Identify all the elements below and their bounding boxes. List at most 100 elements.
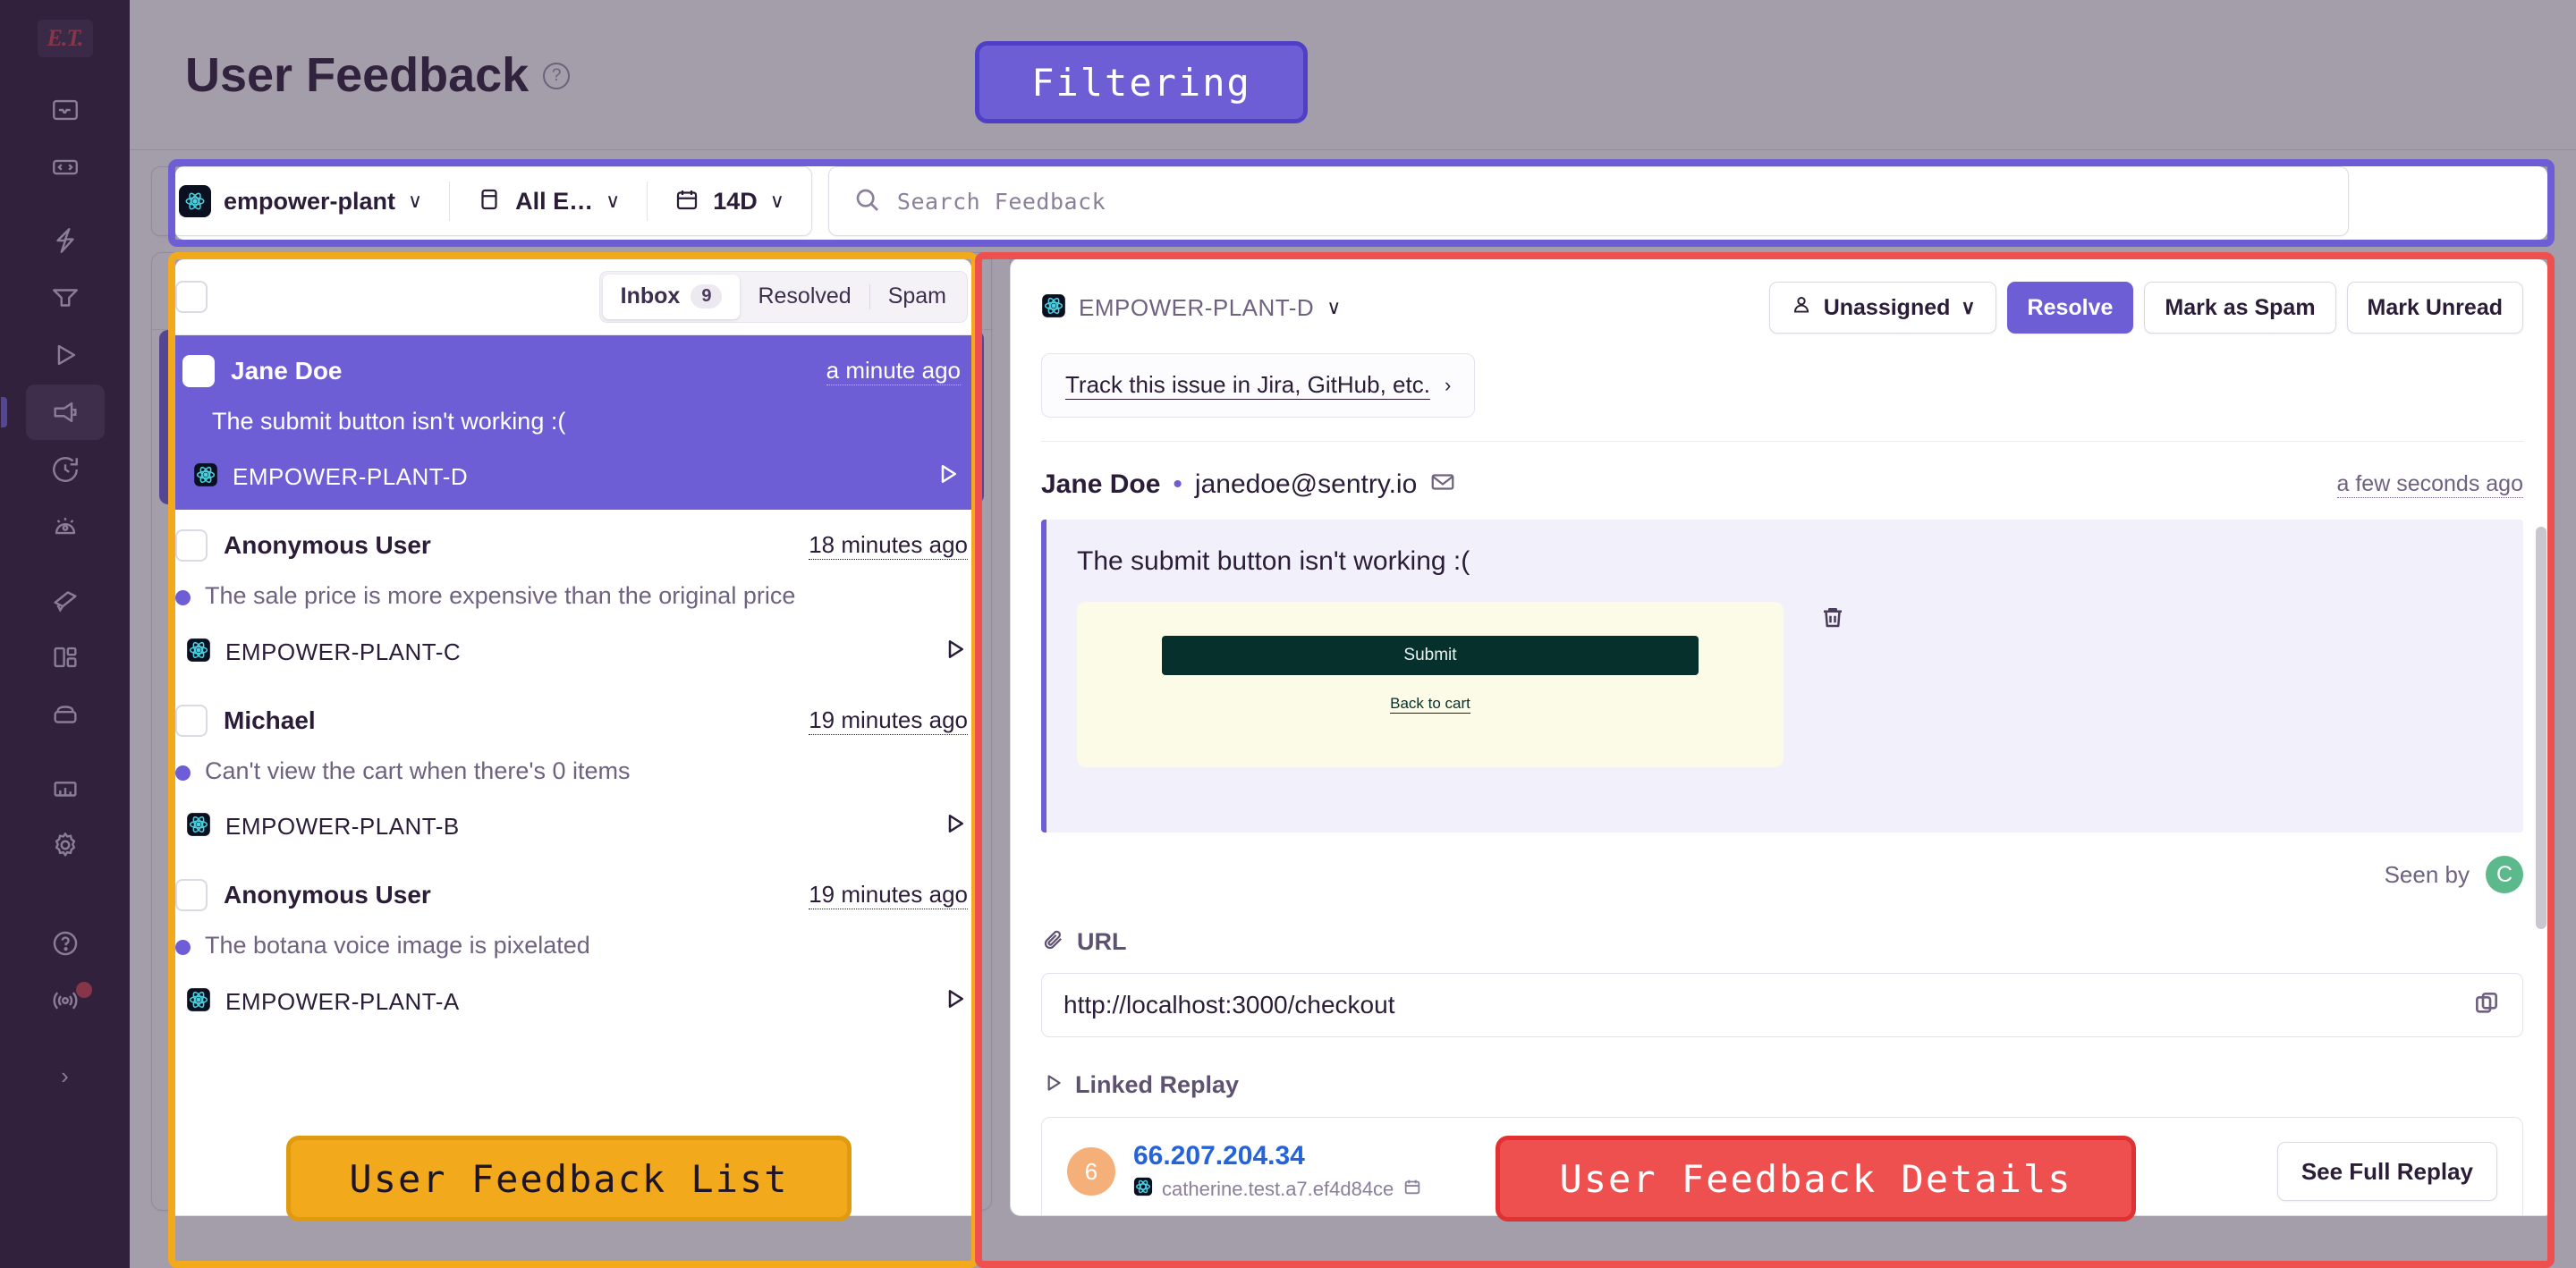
- list-item-header: Anonymous User 19 minutes ago: [175, 874, 968, 907]
- sidebar-item-releases[interactable]: [26, 442, 105, 497]
- search-input[interactable]: Search Feedback: [827, 166, 2555, 236]
- url-section-label: URL: [1041, 922, 2523, 951]
- select-all-checkbox[interactable]: [175, 275, 208, 308]
- detail-screenshot[interactable]: Submit Back to cart: [1077, 596, 1784, 762]
- tab-inbox[interactable]: Inbox 9: [602, 268, 741, 314]
- play-replay-icon[interactable]: [941, 805, 968, 838]
- copy-icon[interactable]: [2472, 984, 2501, 1017]
- sidebar-collapse-button[interactable]: ›: [61, 1062, 69, 1089]
- environment-selector[interactable]: All E… ∨: [449, 167, 647, 235]
- list-item-time: 19 minutes ago: [809, 700, 968, 730]
- chevron-down-icon: ∨: [769, 190, 784, 212]
- tab-spam[interactable]: Spam: [870, 269, 964, 314]
- detail-project-label: EMPOWER-PLANT-D: [1079, 288, 1315, 316]
- list-item-message-row: The botana voice image is pixelated: [175, 924, 968, 956]
- org-logo[interactable]: E.T.: [37, 20, 93, 57]
- environment-selector-label: All E…: [515, 187, 594, 215]
- sidebar-item-broadcasts[interactable]: [26, 973, 105, 1028]
- screenshot-back-to-cart-link: Back to cart: [1390, 689, 1470, 708]
- mark-as-spam-button[interactable]: Mark as Spam: [2144, 276, 2336, 328]
- unread-dot-icon: [175, 585, 191, 601]
- list-item-checkbox[interactable]: [175, 698, 208, 731]
- list-item[interactable]: Anonymous User 19 minutes ago The botana…: [152, 854, 991, 1028]
- sidebar-item-insights[interactable]: [26, 270, 105, 325]
- envelope-icon[interactable]: [1429, 463, 1456, 495]
- sidebar-item-dashboards[interactable]: [26, 630, 105, 685]
- date-range-selector[interactable]: 14D ∨: [647, 167, 811, 235]
- trash-icon[interactable]: [1819, 596, 1846, 631]
- list-item-message: Can't view the cart when there's 0 items: [205, 751, 631, 779]
- list-item-header: Anonymous User 18 minutes ago: [175, 524, 968, 557]
- list-item-name: Michael: [224, 700, 316, 729]
- unread-dot-icon: [175, 934, 191, 951]
- detail-message-card: The submit button isn't working :( Submi…: [1041, 514, 2523, 827]
- feedback-list-body[interactable]: Jane Doe a minute ago The submit button …: [152, 330, 991, 1210]
- list-item-checkbox[interactable]: [175, 874, 208, 907]
- tab-inbox-count: 9: [691, 279, 723, 303]
- url-field[interactable]: http://localhost:3000/checkout: [1041, 968, 2523, 1032]
- resolve-button[interactable]: Resolve: [2006, 276, 2134, 328]
- list-annotation-label: User Feedback List: [286, 1136, 852, 1222]
- sidebar-item-help[interactable]: [26, 916, 105, 971]
- detail-scrollbar[interactable]: [2536, 521, 2546, 924]
- user-icon: [1790, 288, 1813, 317]
- play-replay-icon[interactable]: [941, 980, 968, 1013]
- play-icon: [1041, 1066, 1064, 1094]
- sidebar-item-alerts[interactable]: [26, 499, 105, 554]
- list-item-name: Jane Doe: [231, 351, 343, 379]
- sidebar-item-discover[interactable]: [26, 572, 105, 628]
- avatar[interactable]: C: [2486, 850, 2523, 888]
- sidebar-item-performance[interactable]: [26, 213, 105, 268]
- list-item[interactable]: Jane Doe a minute ago The submit button …: [159, 330, 984, 505]
- see-full-replay-button[interactable]: See Full Replay: [2276, 1137, 2497, 1196]
- help-icon[interactable]: ?: [543, 62, 571, 89]
- feedback-detail-panel: EMPOWER-PLANT-D ∨ Unassigned ∨: [1010, 252, 2555, 1211]
- replay-sub-text: catherine.test.a7.ef4d84ce: [1162, 1172, 1394, 1195]
- sidebar-item-stats[interactable]: [26, 760, 105, 816]
- replay-section-label-text: Linked Replay: [1075, 1066, 1240, 1093]
- sidebar-item-user-feedback[interactable]: [0, 385, 105, 440]
- sidebar-item-crons[interactable]: [26, 687, 105, 742]
- mark-unread-button[interactable]: Mark Unread: [2346, 276, 2523, 328]
- sidebar-item-issues[interactable]: [26, 82, 105, 138]
- list-item-footer: EMPOWER-PLANT-D: [182, 455, 961, 488]
- play-replay-icon[interactable]: [934, 455, 961, 488]
- detail-author-row: Jane Doe • janedoe@sentry.io a few secon…: [1041, 463, 2523, 495]
- assignee-label: Unassigned: [1823, 289, 1951, 315]
- filter-bar: empower-plant ∨ All E… ∨ 14D ∨: [130, 150, 2576, 252]
- detail-toolbar: EMPOWER-PLANT-D ∨ Unassigned ∨: [1011, 253, 2554, 436]
- assignee-dropdown[interactable]: Unassigned ∨: [1768, 276, 1996, 328]
- react-project-icon: [1133, 1171, 1153, 1196]
- detail-screenshot-row: Submit Back to cart: [1077, 596, 2493, 762]
- detail-project-selector[interactable]: EMPOWER-PLANT-D ∨: [1041, 288, 1341, 317]
- play-replay-icon[interactable]: [941, 630, 968, 664]
- url-value: http://localhost:3000/checkout: [1063, 985, 1395, 1013]
- feedback-list-panel: Inbox 9 Resolved Spam: [151, 252, 992, 1211]
- list-item-header: Jane Doe a minute ago: [182, 350, 961, 382]
- tab-resolved-label: Resolved: [758, 278, 852, 303]
- list-item-checkbox[interactable]: [175, 524, 208, 557]
- filter-group: empower-plant ∨ All E… ∨ 14D ∨: [151, 166, 812, 236]
- tab-resolved[interactable]: Resolved: [740, 269, 869, 314]
- chevron-down-icon: ∨: [606, 190, 621, 212]
- feedback-list-header: Inbox 9 Resolved Spam: [152, 253, 991, 330]
- list-item-footer: EMPOWER-PLANT-B: [175, 805, 968, 838]
- sidebar-item-replays[interactable]: [26, 327, 105, 383]
- panels: Inbox 9 Resolved Spam: [130, 252, 2576, 1211]
- list-item-message-row: Can't view the cart when there's 0 items: [175, 749, 968, 782]
- list-item[interactable]: Anonymous User 18 minutes ago The sale p…: [152, 504, 991, 679]
- list-item-project: EMPOWER-PLANT-C: [225, 632, 462, 660]
- list-item-project: EMPOWER-PLANT-D: [233, 458, 469, 486]
- sidebar-item-code[interactable]: [26, 139, 105, 195]
- track-issue-button[interactable]: Track this issue in Jira, GitHub, etc. ›: [1041, 348, 1476, 412]
- project-selector[interactable]: empower-plant ∨: [152, 167, 449, 235]
- sidebar-item-settings[interactable]: [26, 817, 105, 873]
- filtering-annotation-label: Filtering: [975, 41, 1308, 123]
- list-item[interactable]: Michael 19 minutes ago Can't view the ca…: [152, 680, 991, 854]
- page-title: User Feedback?: [185, 47, 571, 103]
- primary-sidebar: E.T.: [0, 0, 130, 1268]
- list-item-checkbox[interactable]: [182, 350, 215, 382]
- replay-sub-row: catherine.test.a7.ef4d84ce: [1133, 1171, 1422, 1196]
- list-item-footer: EMPOWER-PLANT-C: [175, 630, 968, 664]
- replay-ip[interactable]: 66.207.204.34: [1133, 1136, 1305, 1165]
